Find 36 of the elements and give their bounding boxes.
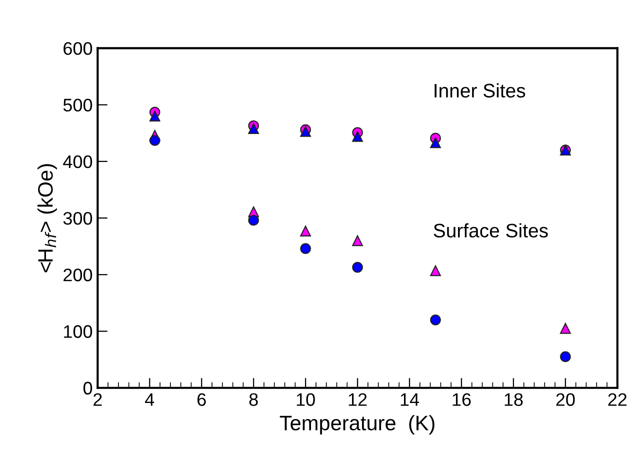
point	[430, 265, 441, 276]
point	[248, 214, 259, 226]
x-axis-title: Temperature (K)	[280, 415, 434, 435]
point	[352, 131, 363, 142]
x-tick-label: 20	[556, 393, 575, 406]
x-tick-label: 14	[400, 393, 420, 406]
point	[300, 226, 311, 236]
x-tick-label: 22	[608, 393, 627, 406]
y-tick-label: 100	[64, 325, 92, 338]
point	[352, 262, 363, 273]
x-tick-label: 6	[197, 393, 206, 406]
y-tick-label: 300	[63, 212, 92, 225]
x-tick-label: 12	[348, 393, 367, 406]
annotation: Inner Sites	[434, 83, 526, 98]
x-tick-label: 18	[504, 393, 523, 406]
point	[352, 235, 363, 246]
point	[248, 123, 259, 134]
x-tick-label: 8	[249, 393, 258, 406]
point	[560, 351, 571, 362]
point	[430, 314, 441, 326]
point	[300, 243, 311, 254]
x-tick-label: 4	[145, 393, 154, 406]
x-tick-label: 10	[296, 393, 315, 406]
y-tick-label: 600	[64, 42, 92, 55]
y-tick-label: 400	[63, 155, 92, 168]
point	[560, 323, 571, 334]
y-tick-label: 0	[83, 382, 92, 395]
y-tick-label: 500	[63, 98, 92, 112]
point	[149, 110, 160, 122]
point	[430, 137, 441, 148]
y-tick-label: 200	[64, 268, 92, 282]
x-tick-label: 2	[94, 393, 102, 406]
point	[149, 135, 160, 146]
x-tick-label: 16	[452, 393, 471, 406]
annotation: Surface Sites	[434, 223, 548, 238]
y-axis-title: <H$_{hf}$> (kOe)	[38, 164, 57, 272]
